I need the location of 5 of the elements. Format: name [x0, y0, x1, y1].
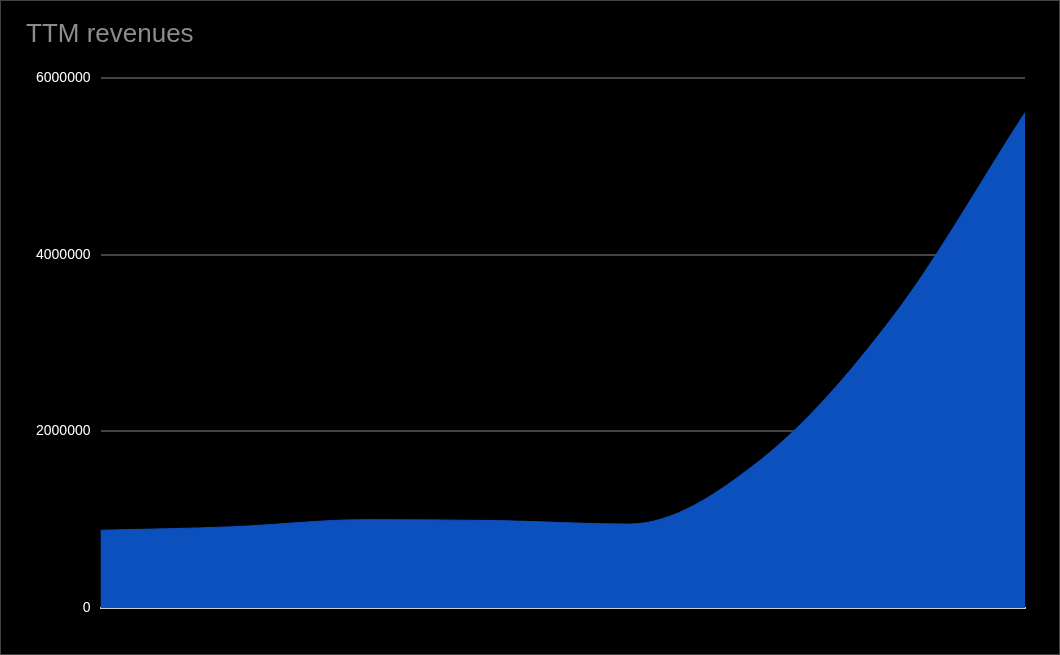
y-tick-label: 2000000 [35, 422, 91, 439]
y-tick-label: 4000000 [35, 245, 91, 262]
y-tick-label: 0 [82, 598, 91, 615]
y-tick-label: 6000000 [35, 69, 91, 86]
chart-title: TTM revenues [26, 17, 194, 48]
